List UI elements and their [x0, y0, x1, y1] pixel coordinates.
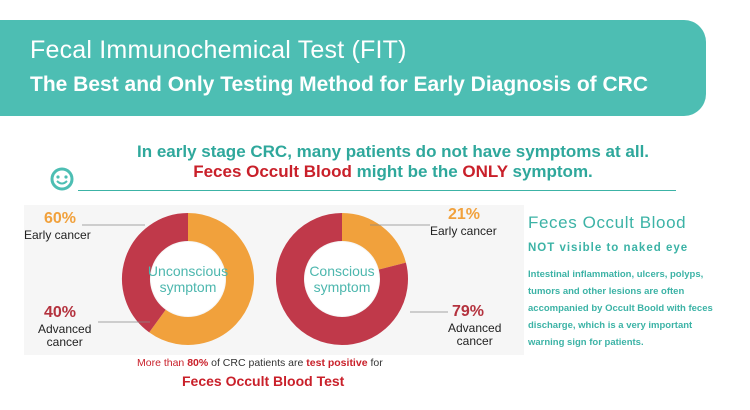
- footer-part3: of CRC patients are: [208, 357, 307, 369]
- smile-logo-icon: [50, 167, 74, 191]
- left-adv-pct: 40%: [44, 304, 77, 321]
- footer-statement: More than 80% of CRC patients are test p…: [137, 357, 383, 369]
- intro-line-1: In early stage CRC, many patients do not…: [136, 142, 650, 161]
- right-adv-label: Advanced cancer: [448, 322, 501, 348]
- footer-test-name: Feces Occult Blood Test: [182, 373, 345, 389]
- right-donut: [276, 213, 408, 345]
- right-early-label: Early cancer: [430, 224, 497, 238]
- footer-part4: test positive: [306, 357, 368, 369]
- right-center-label: Conscious symptom: [292, 263, 392, 295]
- side-subtitle: NOT visible to naked eye: [528, 242, 689, 254]
- left-adv-label-1: Advanced: [38, 322, 92, 336]
- left-slice-early: [149, 213, 254, 345]
- right-adv-label-2: cancer: [456, 334, 493, 348]
- right-donut-hole: [305, 242, 379, 316]
- left-donut-hole: [151, 242, 225, 316]
- left-slice-advanced: [122, 213, 189, 333]
- right-adv-label-1: Advanced: [448, 321, 502, 335]
- left-adv-label: Advanced cancer: [38, 323, 91, 349]
- left-adv-label-2: cancer: [46, 335, 83, 349]
- footer-part2: 80%: [187, 357, 209, 369]
- left-early-label: Early cancer: [24, 228, 91, 242]
- chart-panel: [24, 205, 524, 355]
- right-center-line1: Conscious: [309, 263, 375, 279]
- left-center-line1: Unconscious: [147, 263, 229, 279]
- intro-text-mid: might be the: [351, 162, 463, 181]
- left-early-pct: 60%: [44, 210, 77, 227]
- left-center-label: Unconscious symptom: [138, 263, 238, 295]
- footer-part5: for: [367, 357, 383, 369]
- right-early-pct: 21%: [448, 206, 481, 223]
- side-body: Intestinal inflammation, ulcers, polyps,…: [528, 269, 713, 348]
- intro-line-2: Feces Occult Blood might be the ONLY sym…: [18, 162, 750, 182]
- left-donut: [122, 213, 254, 345]
- intro-text-end: symptom.: [507, 162, 593, 181]
- banner-subtitle: The Best and Only Testing Method for Ear…: [30, 73, 649, 96]
- intro-highlight-2: ONLY: [462, 162, 508, 181]
- side-title: Feces Occult Blood: [528, 213, 687, 232]
- right-center-line2: symptom: [313, 279, 371, 295]
- footer-part1: More than: [137, 357, 188, 369]
- left-center-line2: symptom: [159, 279, 217, 295]
- banner-title: Fecal Immunochemical Test (FIT): [30, 36, 407, 64]
- header-banner: Fecal Immunochemical Test (FIT) The Best…: [0, 20, 706, 116]
- intro-highlight-1: Feces Occult Blood: [193, 162, 352, 181]
- right-adv-pct: 79%: [452, 303, 485, 320]
- right-slice-advanced: [276, 213, 408, 345]
- right-slice-early: [341, 213, 406, 271]
- divider-line: [78, 190, 676, 191]
